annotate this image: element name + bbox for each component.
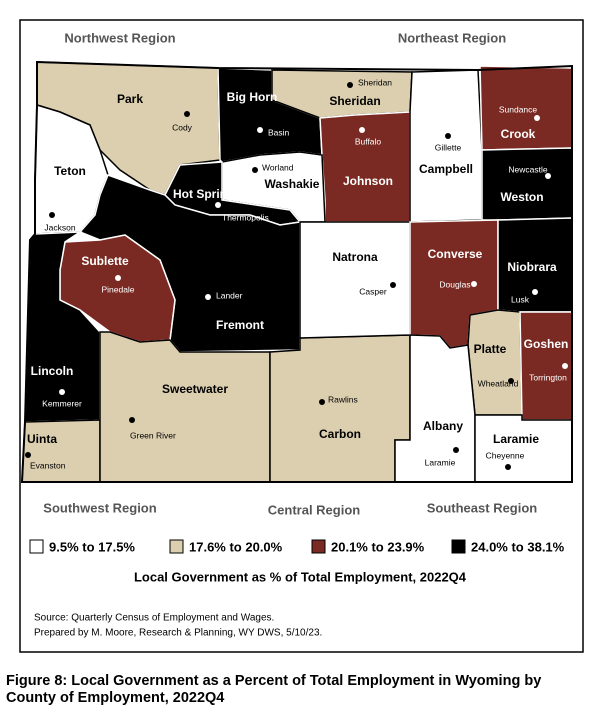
county-name: Lincoln (31, 364, 74, 378)
source: Prepared by M. Moore, Research & Plannin… (34, 628, 322, 639)
county-name: Carbon (319, 427, 361, 441)
town-dot (319, 399, 325, 405)
state-outline (20, 60, 573, 483)
county (269, 334, 411, 483)
town-dot (534, 115, 540, 121)
town-name: Worland (262, 162, 294, 172)
town-name: Cody (172, 122, 193, 132)
town-dot (129, 417, 135, 423)
county (467, 309, 523, 416)
town-name: Evanston (30, 460, 66, 470)
town-dot (359, 127, 365, 133)
county-name: Crook (501, 127, 536, 141)
county (99, 331, 271, 483)
town-name: Buffalo (355, 136, 382, 146)
town-dot (59, 389, 65, 395)
county-name: Platte (474, 342, 507, 356)
legend-label: 24.0% to 38.1% (471, 539, 565, 554)
region-label: Northeast Region (398, 30, 506, 45)
legend-swatch (29, 539, 44, 554)
town-name: Rawlins (328, 394, 358, 404)
town-dot (532, 289, 538, 295)
caption: Figure 8: Local Government as a Percent … (6, 673, 541, 689)
county (481, 147, 573, 221)
county-name: Big Horn (227, 90, 278, 104)
town-dot (445, 133, 451, 139)
region-label: Central Region (268, 502, 361, 517)
town-dot (453, 447, 459, 453)
caption: County of Employment, 2022Q4 (6, 690, 224, 706)
county-name: Sublette (81, 254, 129, 268)
county-name: Campbell (419, 162, 473, 176)
town-name: Thermopolis (222, 212, 269, 222)
county (21, 419, 101, 483)
county-name: Teton (54, 164, 86, 178)
town-name: Pinedale (101, 284, 134, 294)
region-label: Southwest Region (43, 500, 156, 515)
town-name: Torrington (529, 372, 567, 382)
town-dot (545, 173, 551, 179)
town-name: Basin (268, 127, 290, 137)
legend-label: 9.5% to 17.5% (49, 539, 135, 554)
town-name: Gillette (435, 142, 462, 152)
county-name: Niobrara (507, 260, 557, 274)
county-name: Washakie (265, 177, 320, 191)
town-dot (562, 363, 568, 369)
town-name: Laramie (425, 457, 456, 467)
town-name: Lusk (511, 294, 530, 304)
town-dot (25, 452, 31, 458)
county-name: Weston (500, 190, 543, 204)
town-name: Sheridan (358, 77, 392, 87)
county (319, 111, 411, 223)
town-name: Sundance (499, 104, 538, 114)
legend-label: 20.1% to 23.9% (331, 539, 425, 554)
region-label: Southeast Region (427, 500, 538, 515)
county-name: Sheridan (329, 94, 380, 108)
town-dot (347, 82, 353, 88)
town-name: Casper (359, 286, 387, 296)
town-dot (49, 212, 55, 218)
town-name: Douglas (439, 279, 470, 289)
legend: 9.5% to 17.5% 17.6% to 20.0% 20.1% to 23.9… (29, 539, 565, 554)
town-dot (508, 378, 514, 384)
town-dot (205, 294, 211, 300)
town-name: Cheyenne (486, 450, 525, 460)
town-name: Green River (130, 430, 176, 440)
county-name: Laramie (493, 432, 539, 446)
town-dot (505, 464, 511, 470)
legend-swatch (451, 539, 466, 554)
town-name: Lander (216, 290, 243, 300)
county-name: Hot Springs (173, 187, 241, 201)
source: Source: Quarterly Census of Employment a… (34, 613, 274, 624)
county-name: Fremont (216, 318, 264, 332)
town-name: Newcastle (508, 164, 547, 174)
town-dot (252, 167, 258, 173)
county-name: Albany (423, 419, 463, 433)
town-name: Jackson (44, 222, 75, 232)
county-name: Sweetwater (162, 382, 228, 396)
legend-label: 17.6% to 20.0% (189, 539, 283, 554)
town-dot (257, 127, 263, 133)
county-name: Goshen (524, 337, 569, 351)
legend-swatch (311, 539, 326, 554)
map: Park Cody Teton Jackson Big Horn Basin Sherida… (20, 60, 573, 483)
town-name: Wheatland (478, 378, 519, 388)
county (299, 221, 411, 339)
town-dot (215, 202, 221, 208)
town-dot (115, 275, 121, 281)
legend-swatch (169, 539, 184, 554)
county-name: Johnson (343, 174, 393, 188)
county-name: Park (117, 92, 143, 106)
town-dot (471, 281, 477, 287)
county (474, 414, 573, 483)
town-dot (390, 282, 396, 288)
county-name: Uinta (27, 432, 57, 446)
town-dot (184, 111, 190, 117)
legend-title: Local Government as % of Total Employmen… (134, 569, 467, 584)
county-name: Converse (428, 247, 483, 261)
region-label: Northwest Region (64, 30, 175, 45)
county-name: Natrona (332, 250, 378, 264)
town-name: Kemmerer (42, 398, 82, 408)
